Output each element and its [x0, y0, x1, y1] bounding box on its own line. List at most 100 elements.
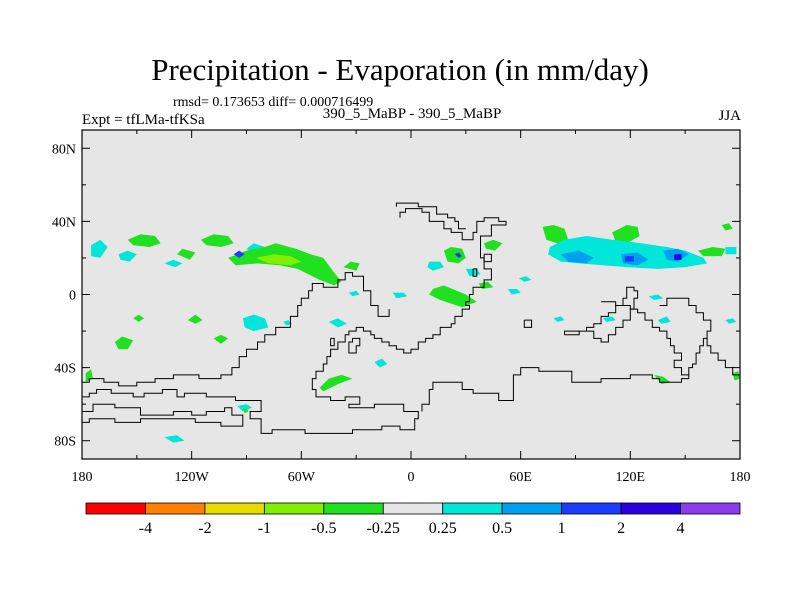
- coastline: [564, 286, 639, 343]
- coastline: [472, 268, 478, 277]
- season-label: JJA: [718, 108, 741, 124]
- contour-region: [732, 371, 740, 381]
- colorbar-label: 0.5: [492, 520, 512, 537]
- contour-region: [213, 334, 229, 344]
- coastline: [82, 403, 244, 427]
- coastline: [483, 253, 492, 263]
- colorbar-swatch: [620, 502, 681, 515]
- contour-region: [127, 234, 161, 247]
- colorbar-label: 1: [558, 520, 566, 537]
- colorbar-swatch: [501, 502, 563, 515]
- contour-region: [427, 261, 444, 271]
- coastline: [82, 208, 507, 434]
- contour-region: [725, 247, 737, 255]
- y-tick-label: 0: [69, 289, 76, 304]
- contour-region: [392, 292, 408, 299]
- contour-region: [698, 247, 726, 257]
- coastline: [82, 272, 390, 387]
- colorbar-swatch: [680, 502, 741, 515]
- contour-region: [484, 239, 503, 251]
- stats-label: rmsd= 0.173653 diff= 0.000716499: [173, 95, 374, 110]
- coastline: [706, 338, 740, 376]
- contour-region: [177, 248, 196, 260]
- plot-background: [82, 130, 740, 459]
- contour-region: [319, 374, 353, 392]
- contour-region: [454, 252, 463, 258]
- contour-region: [429, 285, 477, 308]
- colorbar-label: -2: [198, 520, 211, 537]
- x-tick-label: 60W: [288, 470, 316, 485]
- contour-region: [91, 239, 108, 258]
- contour-region: [612, 225, 640, 244]
- colorbar-label: -4: [139, 520, 152, 537]
- contour-region: [443, 247, 466, 264]
- contour-region: [553, 316, 565, 322]
- y-tick-label: 80N: [52, 142, 76, 157]
- contour-region: [518, 276, 532, 282]
- colorbar-label: -1: [258, 520, 271, 537]
- coastlines: [82, 202, 740, 434]
- colorbar-swatch: [323, 502, 384, 515]
- contour-region: [242, 407, 249, 414]
- contour-region: [542, 225, 569, 244]
- contour-region: [507, 289, 521, 295]
- colorbar-swatch: [145, 502, 206, 515]
- colorbar-label: -0.5: [311, 520, 336, 537]
- colorbar: -4 -2 -1 -0.5 -0.25 0.25 0.5 1 2 4: [85, 502, 741, 537]
- contour-region: [374, 358, 388, 368]
- x-tick-label: 180: [730, 470, 751, 485]
- chart-title: Precipitation - Evaporation (in mm/day): [151, 52, 649, 87]
- contour-region: [674, 254, 682, 260]
- contour-region: [560, 250, 594, 264]
- contour-region: [624, 256, 634, 262]
- contour-region: [188, 314, 203, 324]
- contour-region: [657, 316, 671, 324]
- colorbar-swatch: [382, 502, 444, 515]
- case-label: 390_5_MaBP - 390_5_MaBP: [322, 106, 502, 122]
- colorbar-swatch: [85, 502, 146, 515]
- contour-region: [118, 250, 137, 262]
- colorbar-swatch: [263, 502, 325, 515]
- coastline: [330, 337, 335, 347]
- axis-ticks: 180 120W 60W 0 60E 120E 180 80N 40N 0 40S 80S: [52, 130, 751, 485]
- colorbar-swatch: [442, 502, 503, 515]
- contour-region: [164, 435, 185, 443]
- contour-region: [602, 316, 616, 322]
- contour-region: [725, 318, 737, 324]
- colorbar-label: 2: [617, 520, 625, 537]
- x-tick-label: 120E: [616, 470, 646, 485]
- x-tick-label: 60E: [509, 470, 532, 485]
- experiment-label: Expt = tfLMa-tfKSa: [82, 112, 205, 128]
- contour-region: [721, 223, 733, 231]
- y-tick-label: 40N: [52, 215, 76, 230]
- colorbar-label: 0.25: [429, 520, 457, 537]
- y-tick-label: 80S: [54, 435, 76, 450]
- contour-region: [255, 254, 302, 266]
- contour-region: [233, 250, 245, 258]
- x-tick-label: 180: [72, 470, 93, 485]
- contour-region: [200, 234, 234, 247]
- coastline: [659, 297, 712, 375]
- colorbar-label: 4: [677, 520, 685, 537]
- colorbar-swatch: [204, 502, 265, 515]
- y-tick-label: 40S: [54, 362, 76, 377]
- contour-region: [133, 314, 145, 322]
- contour-region: [164, 259, 183, 268]
- contour-region: [242, 314, 269, 332]
- coastline: [348, 337, 361, 354]
- colorbar-swatch: [561, 502, 622, 515]
- contour-region: [648, 294, 664, 300]
- contour-region: [343, 261, 360, 271]
- contour-region: [348, 290, 360, 297]
- x-tick-label: 0: [408, 470, 415, 485]
- coastline: [523, 319, 533, 328]
- contour-region: [237, 404, 252, 412]
- coastline: [395, 202, 466, 230]
- colorbar-label: -0.25: [367, 520, 400, 537]
- x-tick-label: 120W: [175, 470, 210, 485]
- contour-region: [621, 252, 649, 266]
- contour-regions: [85, 223, 740, 443]
- contour-region: [328, 318, 347, 328]
- contour-region: [114, 336, 134, 350]
